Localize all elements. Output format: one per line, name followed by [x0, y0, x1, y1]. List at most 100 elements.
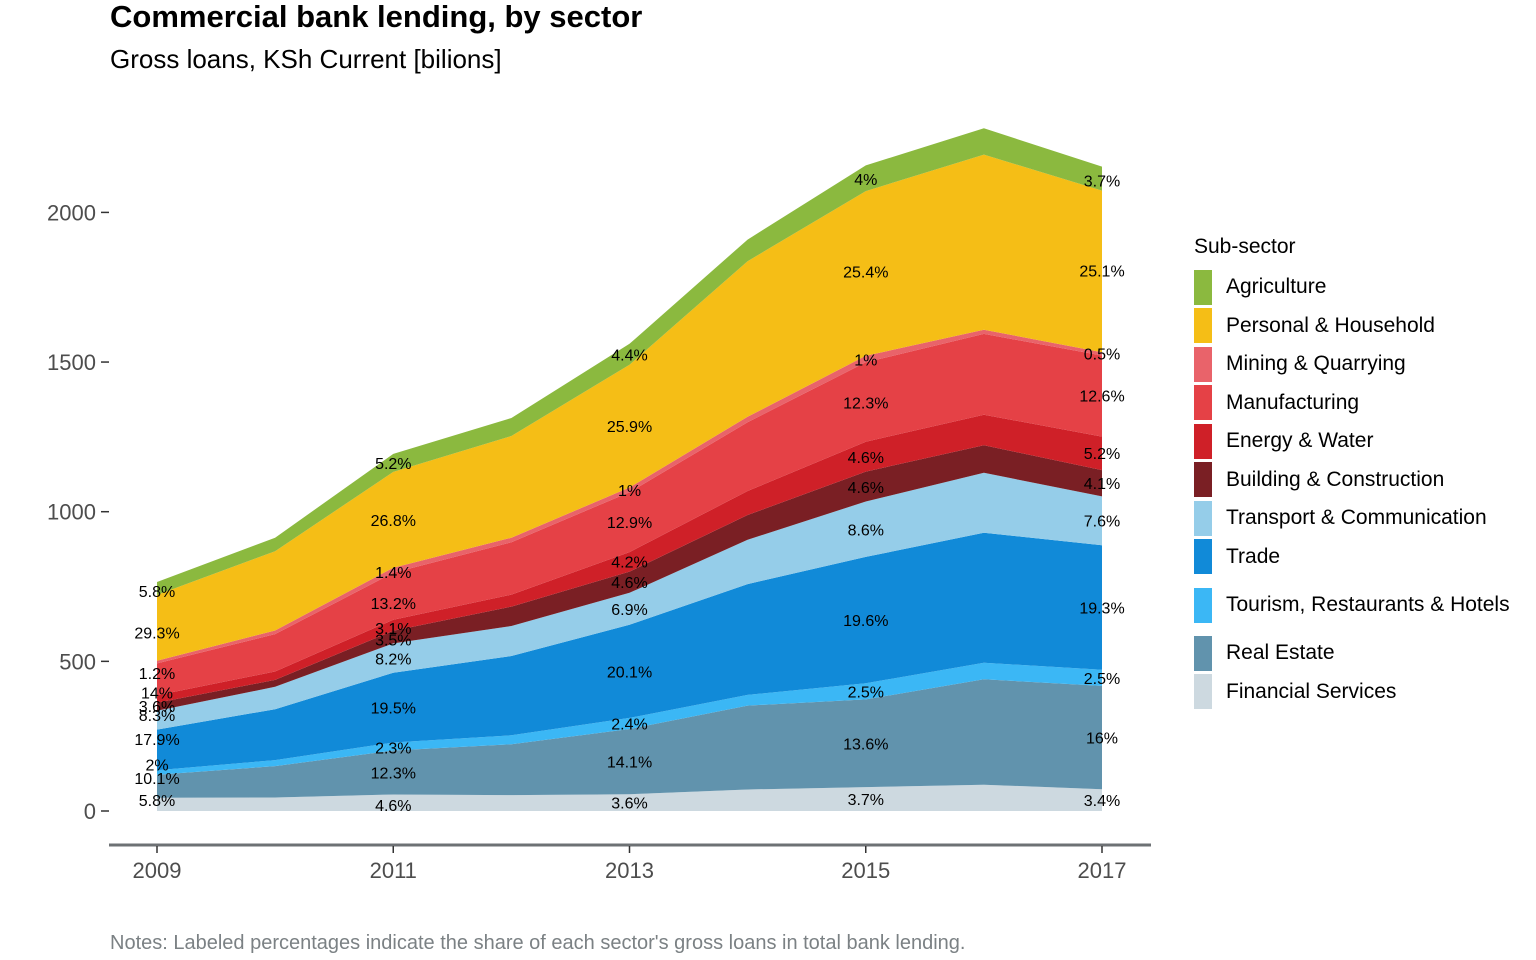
data-label: 4.4%: [611, 347, 647, 364]
area-agriculture: [157, 128, 1102, 595]
data-label: 16%: [1086, 731, 1118, 748]
legend-item: Personal & Household: [1194, 307, 1534, 346]
data-label: 12.6%: [1079, 389, 1124, 406]
data-label: 25.1%: [1079, 264, 1124, 281]
legend-swatch: [1194, 269, 1212, 305]
area-financial-services: [157, 784, 1102, 811]
x-tick-label: 2011: [370, 858, 417, 883]
data-label: 4.6%: [375, 798, 411, 815]
data-label: 29.3%: [134, 625, 179, 642]
area-real-estate: [157, 679, 1102, 798]
data-label: 20.1%: [607, 665, 652, 682]
y-tick-label: 0: [84, 799, 96, 824]
data-label: 2.5%: [848, 684, 884, 701]
data-label: 8.2%: [375, 651, 411, 668]
legend-label: Energy & Water: [1226, 429, 1374, 453]
data-label: 12.3%: [843, 396, 888, 413]
legend-label: Real Estate: [1226, 641, 1335, 665]
area-chart: 5.8%10.1%2%17.9%8.3%3.6%14%1.2%29.3%5.8%…: [47, 128, 1151, 883]
area-building-construction: [157, 445, 1102, 711]
data-label: 3.4%: [1084, 793, 1120, 810]
data-label: 12.3%: [371, 766, 416, 783]
legend-swatch: [1194, 500, 1212, 536]
data-label: 5.8%: [139, 584, 175, 601]
area-manufacturing: [157, 333, 1102, 696]
legend-swatch: [1194, 385, 1212, 421]
data-label: 3.5%: [375, 633, 411, 650]
legend-item: Financial Services: [1194, 673, 1534, 712]
legend-swatch: [1194, 635, 1212, 671]
legend-label: Building & Construction: [1226, 467, 1445, 491]
chart-subtitle: Gross loans, KSh Current [bilions]: [110, 44, 502, 74]
data-label: 1%: [618, 483, 641, 500]
legend-item: Mining & Quarrying: [1194, 345, 1534, 384]
data-label: 17.9%: [134, 732, 179, 749]
data-label: 25.4%: [843, 264, 888, 281]
data-label: 1.2%: [139, 666, 175, 683]
data-label: 8.6%: [848, 522, 884, 539]
legend-swatch: [1194, 423, 1212, 459]
axes: 2009 2011 2013 2015 2017 0 500 1000 1500 2000: [47, 200, 1151, 883]
data-label: 13.6%: [843, 736, 888, 753]
legend-item: Real Estate: [1194, 634, 1534, 673]
y-tick-label: 1500: [47, 350, 96, 375]
data-label: 7.6%: [1084, 514, 1120, 531]
legend-swatch: [1194, 308, 1212, 344]
area-tourism-restaurants-hotels: [157, 662, 1102, 775]
data-label: 19.6%: [843, 613, 888, 630]
data-label: 26.8%: [371, 513, 416, 530]
x-tick-label: 2015: [841, 858, 890, 883]
legend-item: Energy & Water: [1194, 422, 1534, 461]
area-transport-communication: [157, 472, 1102, 730]
data-label: 2.5%: [1084, 671, 1120, 688]
data-label: 13.2%: [371, 596, 416, 613]
legend-item: Agriculture: [1194, 268, 1534, 307]
data-label: 4.1%: [1084, 476, 1120, 493]
data-label: 2.3%: [375, 741, 411, 758]
chart-title: Commercial bank lending, by sector: [110, 0, 643, 34]
x-tick-label: 2013: [605, 858, 654, 883]
legend-item: Trade: [1194, 538, 1534, 577]
y-tick-label: 1000: [47, 500, 96, 525]
data-label: 5.8%: [139, 793, 175, 810]
data-label: 19.5%: [371, 701, 416, 718]
data-labels: 5.8%10.1%2%17.9%8.3%3.6%14%1.2%29.3%5.8%…: [134, 172, 1124, 815]
legend-swatch: [1194, 346, 1212, 382]
data-label: 3.7%: [848, 792, 884, 809]
data-label: 3.6%: [139, 699, 175, 716]
data-label: 5.2%: [375, 456, 411, 473]
data-label: 3.1%: [375, 621, 411, 638]
chart-notes: Notes: Labeled percentages indicate the …: [110, 932, 966, 954]
data-label: 4.6%: [848, 450, 884, 467]
legend-items: Agriculture Personal & Household Mining & …: [1194, 268, 1534, 711]
legend-title: Sub-sector: [1194, 235, 1296, 258]
data-label: 12.9%: [607, 515, 652, 532]
data-label: 14%: [141, 686, 173, 703]
data-label: 5.2%: [1084, 446, 1120, 463]
y-tick-label: 2000: [47, 200, 96, 225]
area-trade: [157, 532, 1102, 771]
x-tick-label: 2009: [133, 858, 182, 883]
stacked-areas: [157, 128, 1102, 811]
legend-swatch: [1194, 539, 1212, 575]
legend-label: Agriculture: [1226, 275, 1327, 299]
legend-label: Personal & Household: [1226, 313, 1435, 337]
data-label: 3.7%: [1084, 173, 1120, 190]
data-label: 1%: [854, 352, 877, 369]
legend-item: Manufacturing: [1194, 384, 1534, 423]
data-label: 1.4%: [375, 565, 411, 582]
y-tick-label: 500: [59, 649, 96, 674]
data-label: 4%: [854, 172, 877, 189]
legend-swatch: [1194, 674, 1212, 710]
data-label: 6.9%: [611, 602, 647, 619]
data-label: 0.5%: [1084, 347, 1120, 364]
data-label: 2.4%: [611, 717, 647, 734]
x-tick-label: 2017: [1078, 858, 1127, 883]
legend-label: Financial Services: [1226, 679, 1397, 703]
area-personal-household: [157, 154, 1102, 661]
legend-label: Mining & Quarrying: [1226, 352, 1406, 376]
data-label: 4.6%: [611, 575, 647, 592]
data-label: 14.1%: [607, 755, 652, 772]
area-energy-water: [157, 414, 1102, 703]
data-label: 4.6%: [848, 480, 884, 497]
